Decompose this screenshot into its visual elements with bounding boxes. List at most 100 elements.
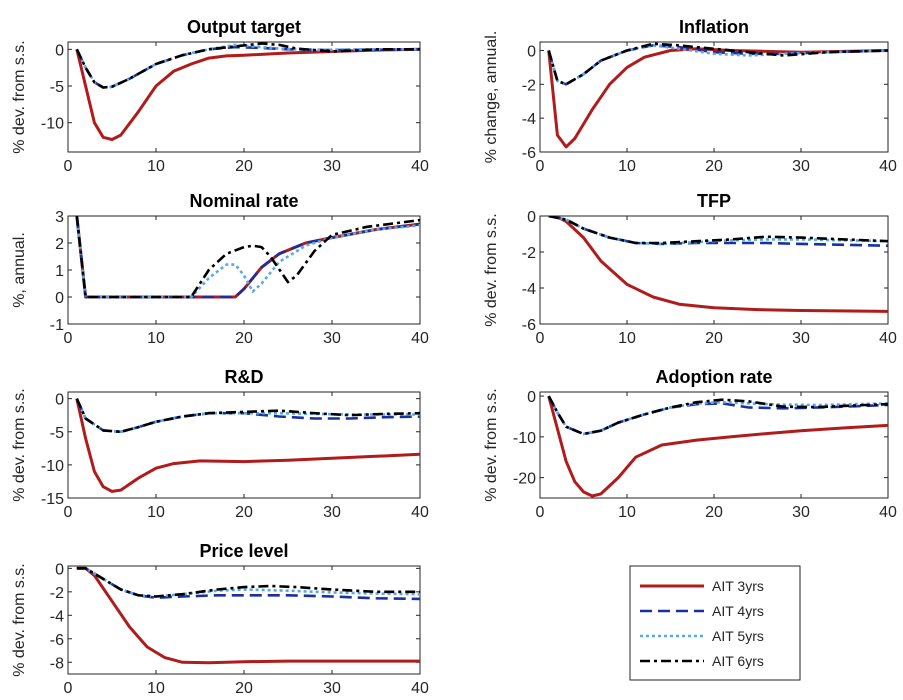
panel-r-d: 0 10 20 30 40 0 -5 -10 -15 R&D % dev. from s.s. [11, 367, 429, 521]
x-tick-label: 40 [411, 680, 429, 697]
y-axis-label: % dev. from s.s. [11, 40, 28, 154]
y-tick-label: -2 [50, 585, 64, 602]
x-tick-label: 20 [705, 330, 723, 347]
x-tick-label: 30 [323, 158, 341, 175]
x-tick-label: 20 [235, 330, 253, 347]
y-axis-label: %, annual. [11, 232, 28, 308]
y-tick-label: -10 [513, 430, 536, 447]
panel-title: Price level [199, 541, 288, 561]
panel-title: Adoption rate [656, 367, 773, 387]
y-tick-label: 0 [55, 290, 64, 307]
series-line-ait-3yrs [547, 395, 888, 498]
panel-title: Inflation [679, 17, 749, 37]
x-tick-label: 30 [323, 330, 341, 347]
y-tick-label: -4 [522, 281, 536, 298]
panel-title: Output target [187, 17, 301, 37]
y-axis-label: % change, annual. [483, 31, 500, 164]
x-tick-label: 40 [879, 504, 897, 521]
x-tick-label: 0 [64, 504, 73, 521]
panel-tfp: 0 10 20 30 40 0 -2 -4 -6 TFP % dev. from s.s. [483, 191, 897, 347]
y-tick-label: -4 [522, 111, 536, 128]
y-axis-label: % dev. from s.s. [11, 563, 28, 677]
x-tick-label: 40 [879, 158, 897, 175]
y-tick-label: -15 [41, 491, 64, 508]
y-tick-label: -5 [50, 79, 64, 96]
x-tick-label: 0 [64, 330, 73, 347]
panel-title: Nominal rate [189, 191, 298, 211]
y-tick-label: 1 [55, 263, 64, 280]
series-line-ait-3yrs [548, 216, 888, 313]
y-tick-label: 0 [55, 42, 64, 59]
series-line-ait-5yrs [548, 216, 888, 246]
x-tick-label: 20 [705, 504, 723, 521]
x-tick-label: 20 [705, 158, 723, 175]
series-line-ait-6yrs [548, 216, 888, 245]
x-tick-label: 0 [64, 680, 73, 697]
x-tick-label: 10 [147, 504, 165, 521]
panel-adoption-rate: 0 10 20 30 40 0 -10 -20 Adoption rate % dev. from… [483, 367, 897, 521]
y-axis-label: % dev. from s.s. [11, 388, 28, 502]
series-line-ait-6yrs [75, 42, 420, 89]
x-tick-label: 30 [792, 158, 810, 175]
legend-label: AIT 3yrs [712, 578, 764, 594]
series-line-ait-6yrs [75, 398, 420, 434]
y-tick-label: 0 [55, 561, 64, 578]
series-line-ait-4yrs [547, 44, 888, 86]
legend-label: AIT 4yrs [712, 603, 764, 619]
x-tick-label: 40 [879, 330, 897, 347]
x-tick-label: 20 [235, 680, 253, 697]
x-tick-label: 40 [411, 330, 429, 347]
panel-output-target: 0 10 20 30 40 0 -5 -10 Output target % dev. from … [11, 17, 429, 175]
y-tick-label: -5 [50, 425, 64, 442]
y-tick-label: 3 [55, 209, 64, 226]
x-tick-label: 0 [536, 158, 545, 175]
x-tick-label: 10 [618, 158, 636, 175]
y-axis-label: % dev. from s.s. [483, 213, 500, 327]
x-tick-label: 30 [323, 680, 341, 697]
x-tick-label: 10 [147, 158, 165, 175]
panel-price-level: 0 10 20 30 40 0 -2 -4 -6 -8 Price level % dev. from… [11, 541, 429, 697]
y-tick-label: -2 [522, 77, 536, 94]
y-tick-label: -4 [50, 608, 64, 625]
plot-area [539, 41, 889, 153]
y-tick-label: -6 [50, 632, 64, 649]
panel-title: TFP [697, 191, 731, 211]
series-line-ait-4yrs [548, 216, 888, 247]
y-tick-label: 0 [527, 209, 536, 226]
y-tick-label: 0 [527, 43, 536, 60]
plot-area [67, 41, 421, 153]
x-tick-label: 20 [235, 158, 253, 175]
x-tick-label: 0 [64, 158, 73, 175]
panel-title: R&D [225, 367, 264, 387]
plot-area [67, 391, 421, 499]
x-tick-label: 40 [411, 158, 429, 175]
y-tick-label: 2 [55, 236, 64, 253]
legend-label: AIT 5yrs [712, 628, 764, 644]
series-line-ait-6yrs [75, 216, 420, 299]
y-tick-label: -2 [522, 245, 536, 262]
legend: AIT 3yrs AIT 4yrs AIT 5yrs AIT 6yrs [629, 565, 801, 681]
x-tick-label: 40 [411, 504, 429, 521]
y-tick-label: -8 [50, 655, 64, 672]
x-tick-label: 20 [235, 504, 253, 521]
y-tick-label: -20 [513, 471, 536, 488]
y-tick-label: -6 [522, 317, 536, 334]
x-tick-label: 30 [323, 504, 341, 521]
x-tick-label: 0 [536, 330, 545, 347]
x-tick-label: 10 [147, 680, 165, 697]
x-tick-label: 10 [618, 330, 636, 347]
x-tick-label: 30 [792, 504, 810, 521]
y-tick-label: 0 [55, 392, 64, 409]
x-tick-label: 0 [536, 504, 545, 521]
x-tick-label: 30 [792, 330, 810, 347]
y-tick-label: -6 [522, 145, 536, 162]
panel-inflation: 0 10 20 30 40 0 -2 -4 -6 Inflation % change, annua… [483, 17, 897, 175]
x-tick-label: 10 [618, 504, 636, 521]
series-line-ait-6yrs [547, 395, 888, 436]
plot-area [67, 565, 421, 675]
series-line-ait-3yrs [75, 47, 420, 141]
legend-label: AIT 6yrs [712, 653, 764, 669]
y-tick-label: -10 [41, 458, 64, 475]
series-line-ait-6yrs [76, 567, 420, 598]
